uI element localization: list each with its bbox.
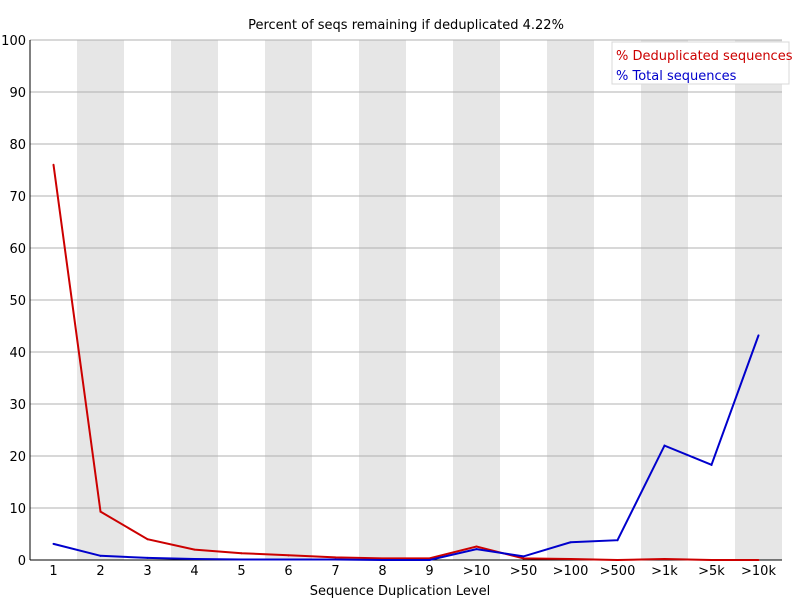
x-tick-labels: 1 2 3 4 5 6 7 8 9 >10 >50 >100 >500 >1k >5k >10k [49,564,776,579]
data-point-deduplicated [52,163,55,166]
data-point-total [522,555,525,558]
data-point-total [757,334,760,337]
data-point-deduplicated [522,557,525,560]
data-point-deduplicated [569,557,572,560]
data-point-deduplicated [287,554,290,557]
series-line-deduplicated [52,164,759,562]
x-tick-label: 3 [143,564,151,579]
data-point-total [146,556,149,559]
data-point-total [52,542,55,545]
y-tick-label: 90 [9,86,26,101]
series-lines [52,163,760,562]
x-tick-label: 6 [284,564,292,579]
data-point-total [381,559,384,561]
data-point-deduplicated [334,556,337,559]
x-tick-label: >10 [463,564,490,579]
x-tick-label: >1k [651,564,678,579]
x-axis-label: Sequence Duplication Level [310,584,490,599]
data-point-deduplicated [99,510,102,513]
data-point-deduplicated [381,557,384,560]
data-point-deduplicated [710,559,713,561]
y-tick-label: 50 [9,294,26,309]
x-tick-label: 4 [190,564,198,579]
data-point-deduplicated [240,552,243,555]
y-tick-label: 10 [9,502,26,517]
data-point-deduplicated [663,557,666,560]
series-line-total [53,335,760,561]
y-tick-label: 80 [9,138,26,153]
legend: % Deduplicated sequences % Total sequenc… [611,41,793,85]
legend-label-total: % Total sequences [616,69,737,84]
data-point-total [193,557,196,560]
data-point-total [663,444,666,447]
y-tick-label: 0 [18,554,26,569]
x-tick-label: >500 [600,564,636,579]
y-tick-label: 70 [9,190,26,205]
legend-box [611,41,790,85]
y-tick-label: 30 [9,398,26,413]
data-point-total [287,558,290,561]
data-point-total [334,558,337,561]
gridlines [30,39,782,509]
data-point-total [428,559,431,561]
x-tick-label: 2 [96,564,104,579]
x-tick-label: >5k [698,564,725,579]
chart-title: Percent of seqs remaining if deduplicate… [248,18,564,33]
y-tick-label: 40 [9,346,26,361]
x-tick-label: >10k [741,564,776,579]
y-tick-labels: 0 10 20 30 40 50 60 70 80 90 100 [1,34,26,569]
data-point-deduplicated [616,559,619,561]
x-tick-label: 7 [331,564,339,579]
x-tick-label: 5 [237,564,245,579]
y-tick-label: 60 [9,242,26,257]
x-tick-label: 1 [49,564,57,579]
x-tick-label: >50 [510,564,537,579]
data-point-deduplicated [757,559,760,561]
data-point-total [475,548,478,551]
x-tick-label: 9 [425,564,433,579]
data-point-deduplicated [146,538,149,541]
data-point-total [710,463,713,466]
y-tick-label: 100 [1,34,26,49]
data-point-total [569,541,572,544]
legend-label-deduplicated: % Deduplicated sequences [616,49,793,64]
x-tick-label: 8 [378,564,386,579]
data-point-deduplicated [193,548,196,551]
data-point-total [99,554,102,557]
data-point-total [240,558,243,561]
y-tick-label: 20 [9,450,26,465]
data-point-deduplicated [475,545,478,548]
data-point-total [616,539,619,542]
x-tick-label: >100 [553,564,589,579]
